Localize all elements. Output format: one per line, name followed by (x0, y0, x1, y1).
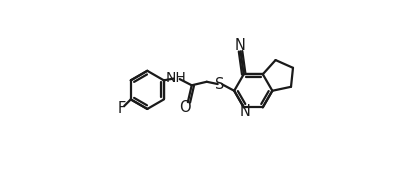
Text: S: S (215, 77, 225, 92)
Text: F: F (118, 101, 126, 116)
Text: O: O (179, 100, 191, 115)
Text: NH: NH (165, 71, 186, 85)
Text: N: N (235, 38, 246, 53)
Text: N: N (239, 104, 250, 119)
